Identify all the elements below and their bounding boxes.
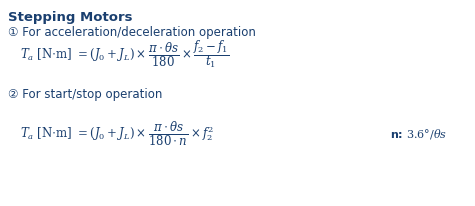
- Text: ① For acceleration/deceleration operation: ① For acceleration/deceleration operatio…: [8, 26, 256, 39]
- Text: $T_a$ $\mathrm{[N{\cdot}m]}$ $= (J_0 + J_L) \times\dfrac{\pi \cdot \theta s}{180: $T_a$ $\mathrm{[N{\cdot}m]}$ $= (J_0 + J…: [20, 38, 229, 70]
- Text: $T_a$ $\mathrm{[N{\cdot}m]}$ $= (J_0 + J_L) \times\dfrac{\pi \cdot \theta s}{180: $T_a$ $\mathrm{[N{\cdot}m]}$ $= (J_0 + J…: [20, 120, 214, 148]
- Text: Stepping Motors: Stepping Motors: [8, 11, 133, 24]
- Text: n: $3.6°/\theta s$: n: $3.6°/\theta s$: [390, 127, 447, 141]
- Text: ② For start/stop operation: ② For start/stop operation: [8, 88, 162, 101]
